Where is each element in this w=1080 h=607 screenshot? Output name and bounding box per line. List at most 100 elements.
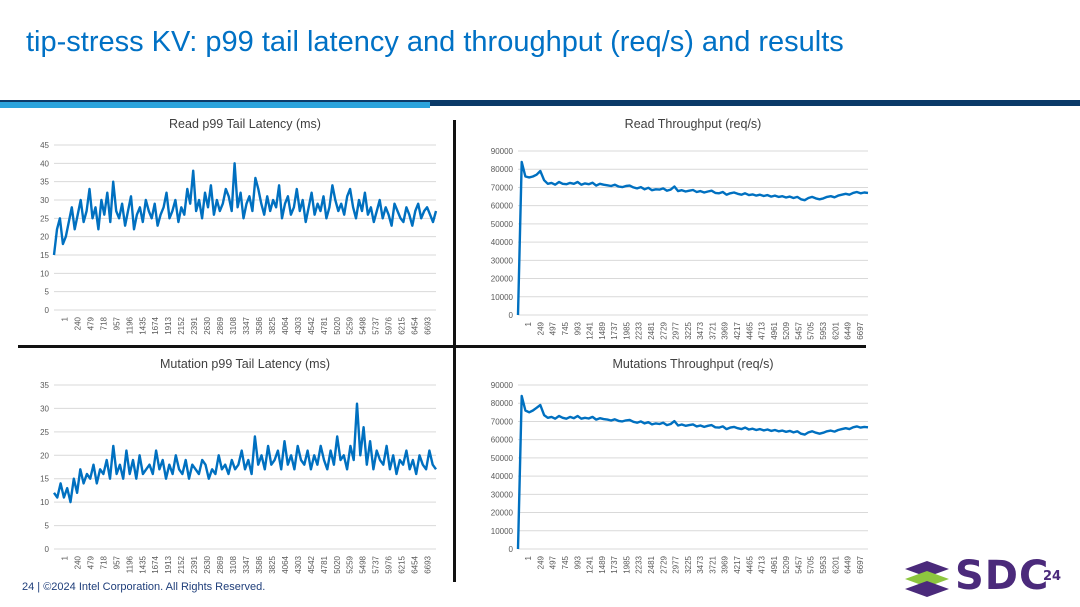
x-tick-label: 4303 xyxy=(294,316,303,334)
y-tick-label: 60000 xyxy=(491,202,514,211)
x-tick-label: 2233 xyxy=(635,555,644,573)
chart-mutation-latency: Mutation p99 Tail Latency (ms) 0 5 10 15 20 25… xyxy=(18,353,438,581)
x-tick-label: 6201 xyxy=(831,321,840,339)
y-tick-label: 70000 xyxy=(491,417,514,426)
x-tick-label: 5498 xyxy=(359,555,368,573)
x-tick-label: 5020 xyxy=(333,316,342,334)
x-tick-label: 6693 xyxy=(424,316,433,334)
x-tick-label: 1674 xyxy=(151,316,160,334)
y-tick-label: 80000 xyxy=(491,165,514,174)
x-tick-label: 3969 xyxy=(721,555,730,573)
y-tick-label: 40000 xyxy=(491,472,514,481)
y-tick-label: 0 xyxy=(509,311,514,320)
header-band xyxy=(0,100,1080,106)
x-tick-label: 5953 xyxy=(819,321,828,339)
x-tick-label: 479 xyxy=(86,555,95,569)
x-tick-label: 2630 xyxy=(203,555,212,573)
x-tick-label: 745 xyxy=(561,321,570,335)
y-tick-label: 30 xyxy=(40,196,49,205)
x-tick-label: 1196 xyxy=(125,555,134,573)
y-tick-label: 0 xyxy=(509,545,514,554)
x-tick-label: 745 xyxy=(561,555,570,569)
y-tick-label: 5 xyxy=(45,522,50,531)
y-tick-label: 10 xyxy=(40,269,49,278)
x-tick-label: 2233 xyxy=(635,321,644,339)
x-tick-label: 5209 xyxy=(782,321,791,339)
x-tick-label: 1913 xyxy=(164,316,173,334)
chart-read-latency: Read p99 Tail Latency (ms) 0 5 10 15 20 25 30 35… xyxy=(18,113,438,345)
x-tick-label: 249 xyxy=(536,321,545,335)
x-tick-label: 4217 xyxy=(733,321,742,339)
y-tick-label: 35 xyxy=(40,178,49,187)
x-tick-label: 3586 xyxy=(255,555,264,573)
x-tick-label: 1985 xyxy=(622,555,631,573)
x-tick-label: 3225 xyxy=(684,321,693,339)
x-tick-label: 718 xyxy=(99,555,108,569)
series-line xyxy=(516,394,869,550)
sdc-logo-icon xyxy=(905,561,949,597)
x-tick-label: 2729 xyxy=(659,555,668,573)
y-tick-label: 70000 xyxy=(491,183,514,192)
x-tick-label: 1 xyxy=(60,316,69,321)
x-tick-label: 497 xyxy=(549,321,558,335)
x-tick-label: 4542 xyxy=(307,316,316,334)
x-tick-label: 4217 xyxy=(733,555,742,573)
x-tick-label: 240 xyxy=(73,316,82,330)
x-tick-label: 1 xyxy=(524,321,533,326)
x-tick-label: 2977 xyxy=(672,321,681,339)
x-tick-label: 1196 xyxy=(125,316,134,334)
x-tick-label: 1435 xyxy=(138,316,147,334)
x-tick-label: 2977 xyxy=(672,555,681,573)
y-tick-label: 40000 xyxy=(491,238,514,247)
x-tick-label: 5953 xyxy=(819,555,828,573)
y-tick-label: 0 xyxy=(45,306,50,315)
x-tick-label: 1674 xyxy=(151,555,160,573)
chart-title: Read Throughput (req/s) xyxy=(625,117,762,131)
x-tick-label: 5705 xyxy=(807,555,816,573)
x-tick-label: 4064 xyxy=(281,555,290,573)
series-line xyxy=(52,162,438,256)
x-tick-label: 5737 xyxy=(372,316,381,334)
y-tick-label: 80000 xyxy=(491,399,514,408)
x-tick-label: 249 xyxy=(536,555,545,569)
x-tick-label: 5259 xyxy=(346,555,355,573)
x-tick-label: 1241 xyxy=(586,555,595,573)
x-tick-label: 1241 xyxy=(586,321,595,339)
x-tick-label: 1737 xyxy=(610,321,619,339)
x-tick-label: 6201 xyxy=(831,555,840,573)
y-tick-label: 20000 xyxy=(491,509,514,518)
series-line xyxy=(516,160,869,316)
slide-title: tip-stress KV: p99 tail latency and thro… xyxy=(26,26,844,58)
x-tick-label: 2729 xyxy=(659,321,668,339)
x-tick-label: 6454 xyxy=(411,316,420,334)
chart-read-throughput: Read Throughput (req/s) 0 10000 20000 30000 4… xyxy=(468,113,878,345)
x-tick-label: 2481 xyxy=(647,321,656,339)
x-tick-label: 6449 xyxy=(844,321,853,339)
y-tick-label: 10000 xyxy=(491,293,514,302)
x-tick-label: 2391 xyxy=(190,316,199,334)
x-tick-label: 5976 xyxy=(385,316,394,334)
x-tick-label: 5457 xyxy=(794,321,803,339)
x-tick-label: 993 xyxy=(573,555,582,569)
x-tick-label: 4542 xyxy=(307,555,316,573)
y-tick-label: 35 xyxy=(40,381,49,390)
header-band-accent xyxy=(0,102,430,108)
y-tick-label: 40 xyxy=(40,159,49,168)
y-tick-label: 90000 xyxy=(491,147,514,156)
x-tick-label: 4303 xyxy=(294,555,303,573)
y-tick-label: 20 xyxy=(40,233,49,242)
y-tick-label: 45 xyxy=(40,141,49,150)
x-tick-label: 2152 xyxy=(177,555,186,573)
y-tick-label: 15 xyxy=(40,251,49,260)
x-tick-label: 2481 xyxy=(647,555,656,573)
x-tick-label: 5209 xyxy=(782,555,791,573)
x-tick-label: 497 xyxy=(549,555,558,569)
y-tick-label: 60000 xyxy=(491,436,514,445)
x-tick-label: 3108 xyxy=(229,316,238,334)
x-tick-label: 3969 xyxy=(721,321,730,339)
x-tick-label: 4465 xyxy=(745,321,754,339)
x-tick-label: 3586 xyxy=(255,316,264,334)
x-tick-label: 4781 xyxy=(320,316,329,334)
x-tick-label: 6697 xyxy=(856,321,865,339)
y-tick-label: 30 xyxy=(40,404,49,413)
